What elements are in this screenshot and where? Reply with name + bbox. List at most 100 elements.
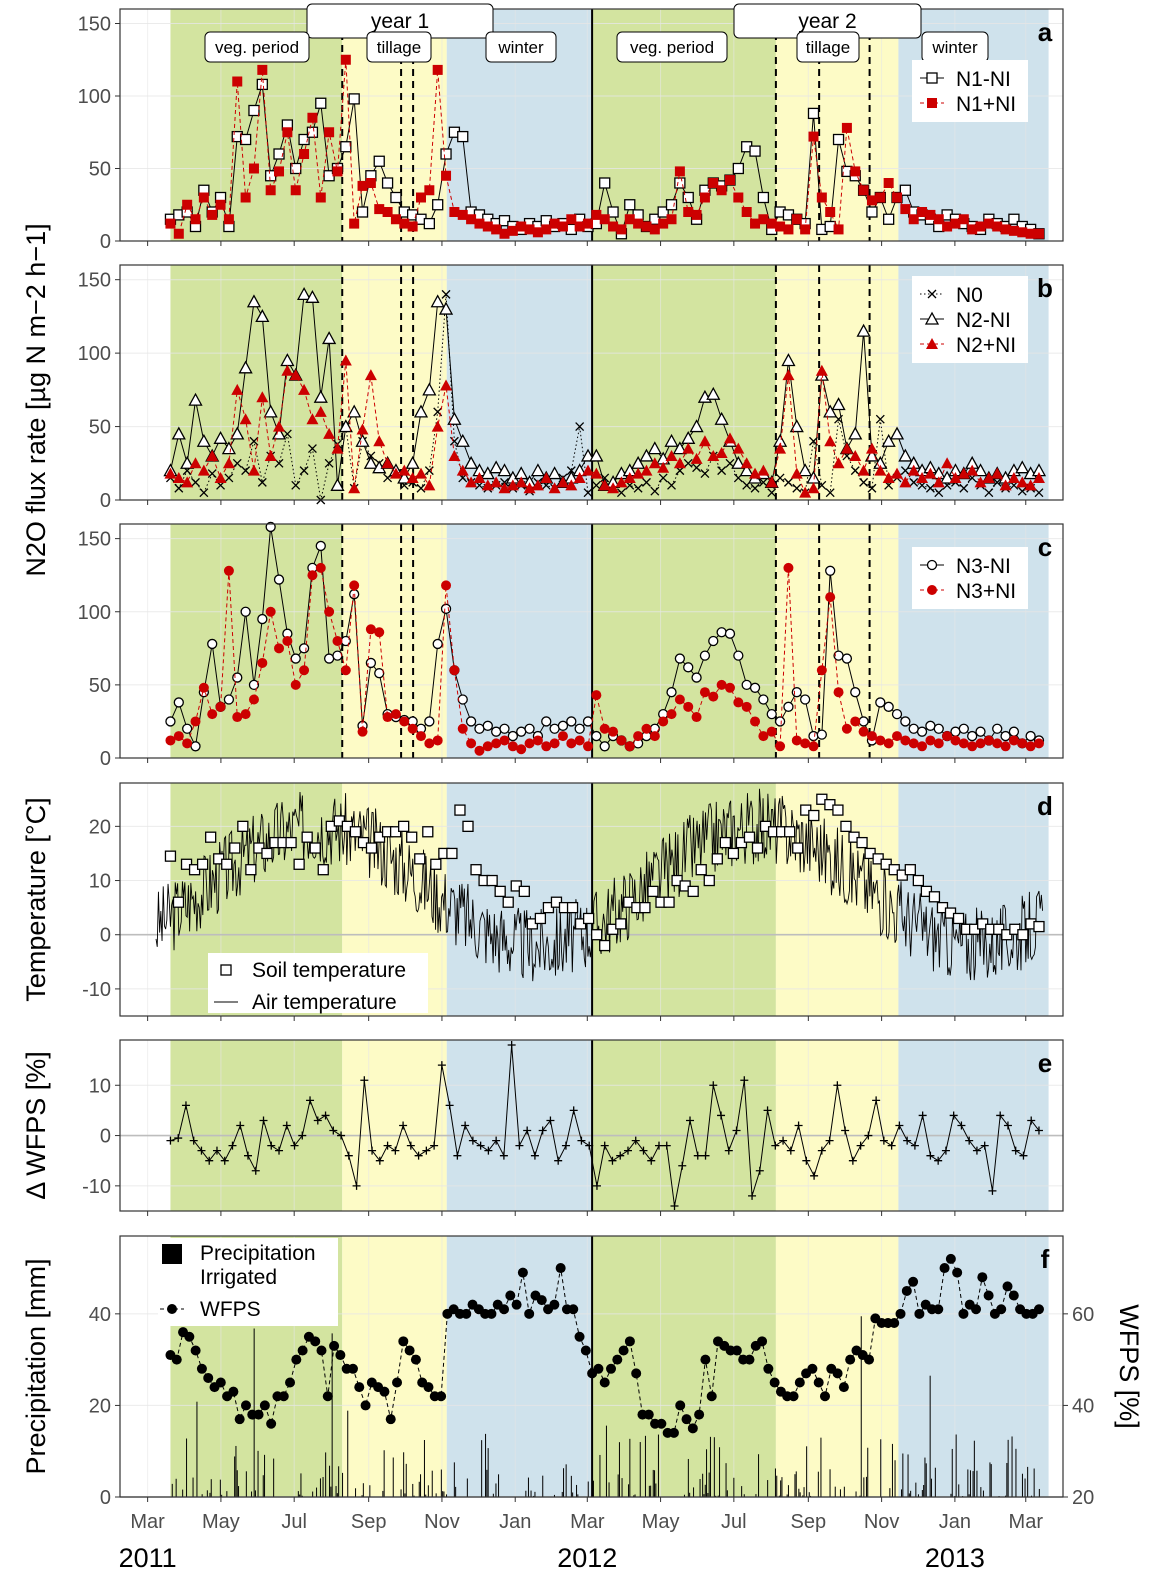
series-a-0-point xyxy=(682,191,694,204)
soil-temperature-point xyxy=(784,826,796,838)
series-a-0-point xyxy=(599,177,611,189)
wfps-point xyxy=(549,1299,560,1310)
series-b-2-point xyxy=(373,435,386,447)
series-b-0-point xyxy=(207,469,217,479)
series-a-1-point xyxy=(173,228,184,239)
xtick-label: Sep xyxy=(791,1511,827,1533)
series-c-0-point xyxy=(315,540,326,552)
delta-wfps-point xyxy=(399,1121,408,1130)
period-band-f xyxy=(592,1236,776,1497)
series-b-2-point xyxy=(907,464,920,476)
legend-f-bg xyxy=(158,1238,338,1326)
soil-temperature-point xyxy=(285,836,297,849)
series-b-2-point xyxy=(181,476,194,488)
series-c-0-point xyxy=(1025,730,1036,742)
panel-b-border xyxy=(119,264,1064,501)
series-b-2-point xyxy=(506,479,519,491)
series-c-1-point xyxy=(992,738,1003,749)
series-b-2-point xyxy=(932,476,945,488)
soil-temperature-point xyxy=(365,842,378,854)
wfps-point xyxy=(656,1418,667,1429)
series-a-1-point xyxy=(858,185,869,196)
delta-wfps-point xyxy=(833,1081,842,1090)
xtick-label: Mar xyxy=(570,1511,605,1533)
series-a-1-point xyxy=(282,127,293,138)
series-b-0-point xyxy=(575,422,585,432)
legend-a-0-label: N1-NI xyxy=(956,68,1011,91)
year-tick-label: 2011 xyxy=(119,1543,177,1573)
soil-temperature-point xyxy=(261,847,273,860)
delta-wfps-point xyxy=(577,1136,586,1145)
series-b-2-point xyxy=(582,464,595,476)
delta-wfps-point xyxy=(1019,1151,1028,1160)
series-c-1-point xyxy=(808,741,819,752)
wfps-point xyxy=(668,1427,679,1438)
series-b-0-point xyxy=(174,483,184,493)
series-c-0-point xyxy=(925,720,936,731)
series-c-0-point xyxy=(365,657,377,669)
wfps-point xyxy=(763,1363,774,1374)
series-b-0-point xyxy=(224,473,234,483)
series-c-1-point xyxy=(833,687,844,698)
series-c-1-point xyxy=(608,726,619,737)
series-c-1-point xyxy=(816,665,827,676)
delta-wfps-point xyxy=(189,1136,198,1145)
soil-temperature-point xyxy=(1017,929,1029,941)
series-b-1-point xyxy=(246,294,262,308)
soil-temperature-point xyxy=(245,864,257,876)
series-c-1-point xyxy=(324,606,335,617)
series-c-0-point xyxy=(908,723,919,734)
ytick-label-a: 0 xyxy=(100,231,111,253)
series-a-0-point xyxy=(498,215,511,227)
series-a-1-point xyxy=(816,192,827,203)
series-b-0-point xyxy=(424,466,434,476)
series-c-0-point xyxy=(875,697,886,708)
series-b-1-point xyxy=(798,463,813,477)
period-band-c xyxy=(592,524,776,758)
wfps-point xyxy=(354,1382,365,1393)
wfps-point xyxy=(392,1377,403,1388)
series-c-0-point xyxy=(557,720,569,731)
series-a-1-point xyxy=(574,221,585,232)
series-b-1-point xyxy=(530,463,545,477)
series-b-2-point xyxy=(615,476,628,488)
series-b-2-point xyxy=(440,379,453,391)
series-a-1-point xyxy=(766,218,777,229)
wfps-point xyxy=(291,1354,302,1365)
series-a-1-point xyxy=(892,192,903,203)
delta-wfps-point xyxy=(499,1151,508,1160)
series-c-1-point xyxy=(583,741,594,752)
series-b-2-point xyxy=(723,432,736,444)
period-label-3-box xyxy=(485,31,557,63)
delta-wfps-point xyxy=(220,1156,229,1165)
series-b-0-point xyxy=(249,436,259,446)
xtick-label: Sep xyxy=(351,1511,387,1533)
delta-wfps-point xyxy=(554,1156,563,1165)
wfps-point xyxy=(687,1423,698,1434)
wfps-point xyxy=(895,1308,906,1319)
series-b-1-point xyxy=(497,463,512,477)
series-c-1-point xyxy=(633,731,644,742)
wfps-point xyxy=(486,1308,497,1319)
panel-letter-f: f xyxy=(1041,1244,1050,1274)
series-b-1-point xyxy=(739,463,754,477)
series-c-0-point xyxy=(808,730,819,742)
y-axis-label-temperature: Temperature [°C] xyxy=(21,797,51,1001)
legend-b-0-label: N0 xyxy=(956,284,983,307)
soil-temperature-point xyxy=(792,842,804,854)
y-axis-label-delta-wfps: Δ WFPS [%] xyxy=(21,1051,51,1200)
series-b-0-point xyxy=(232,458,242,468)
delta-wfps-point xyxy=(825,1136,834,1145)
series-a-0-point xyxy=(440,148,452,160)
series-b-2-point xyxy=(172,471,185,483)
series-b-0-point xyxy=(909,477,919,487)
series-a-1-point xyxy=(641,221,652,232)
legend-c-bg xyxy=(912,547,1028,609)
series-b-2-point xyxy=(690,452,703,464)
delta-wfps-point xyxy=(639,1146,648,1155)
series-b-2-point xyxy=(448,449,461,461)
soil-temperature-point xyxy=(647,885,659,898)
series-c-0-point xyxy=(599,741,610,752)
series-b-0-point xyxy=(692,463,702,473)
series-a-0-point xyxy=(674,177,686,189)
